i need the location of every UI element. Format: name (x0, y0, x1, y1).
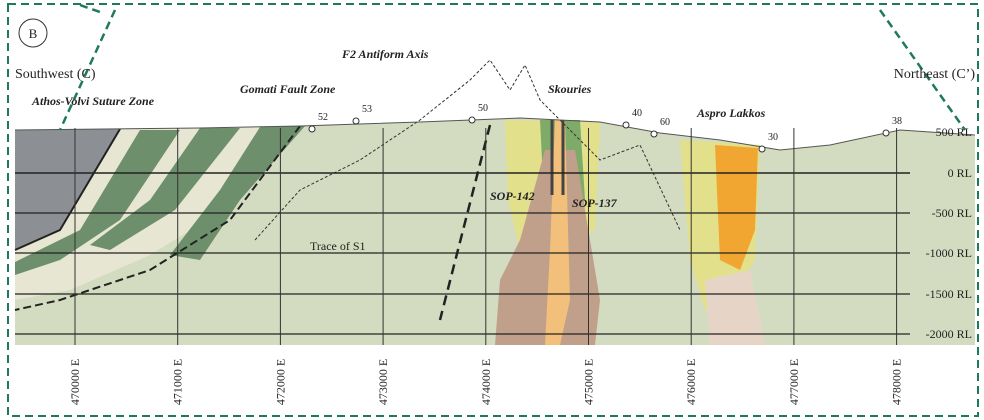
rl-label: -1000 RL (926, 246, 972, 260)
easting-label: 478000 E (890, 359, 904, 405)
antiform-axis (438, 124, 492, 321)
dip-label: 53 (362, 104, 372, 115)
porphyry (495, 150, 600, 345)
easting-label: 472000 E (273, 359, 287, 405)
amphibolite (170, 126, 305, 260)
topography (14, 117, 976, 151)
amphibolite (90, 128, 240, 250)
annotation: Aspro Lakkos (696, 106, 766, 120)
annotation: Trace of S1 (310, 239, 366, 253)
easting-label: 473000 E (376, 359, 390, 405)
easting-label: 470000 E (68, 359, 82, 405)
dip-label: 40 (632, 108, 642, 119)
frame (7, 3, 979, 417)
dip-symbol (650, 130, 658, 138)
trace-s1 (254, 59, 681, 241)
dip-label: 52 (318, 112, 328, 123)
annotation: Skouries (548, 82, 592, 96)
rl-label: 0 RL (948, 166, 972, 180)
direction: Southwest (C) (15, 67, 96, 82)
dip-label: 30 (768, 132, 778, 143)
dip-label: 38 (892, 116, 902, 127)
amphibolite (15, 130, 180, 275)
panel-label: B (29, 26, 38, 41)
rl-label: -1500 RL (926, 287, 972, 301)
rl-label: -2000 RL (926, 327, 972, 341)
easting-label: 474000 E (479, 359, 493, 405)
fault (14, 125, 301, 311)
annotation: Gomati Fault Zone (240, 82, 336, 96)
easting-label: 475000 E (582, 359, 596, 405)
easting-label: 477000 E (787, 359, 801, 405)
aspro-core (715, 145, 758, 270)
annotation: SOP-142 (490, 189, 535, 203)
dip-symbol (352, 117, 360, 125)
dip-label: 50 (478, 103, 488, 114)
easting-label: 476000 E (684, 359, 698, 405)
rl-label: 500 RL (936, 125, 972, 139)
pointer (58, 3, 967, 131)
rl-label: -500 RL (932, 206, 972, 220)
fault (14, 128, 121, 251)
direction: Northeast (C’) (894, 67, 976, 82)
easting-label: 471000 E (171, 359, 185, 405)
dip-symbol (308, 125, 316, 133)
annotation: Athos-Volvi Suture Zone (31, 94, 155, 108)
panel-circle (18, 18, 48, 48)
annotation: F2 Antiform Axis (341, 47, 429, 61)
dip-symbol (758, 145, 766, 153)
annotation: SOP-137 (572, 196, 618, 210)
dip-symbol (468, 116, 476, 124)
aspro-porphyry (705, 270, 765, 345)
dip-symbol (622, 121, 630, 129)
suture-rock (15, 129, 120, 250)
dip-label: 60 (660, 117, 670, 128)
dip-symbol (882, 129, 890, 137)
